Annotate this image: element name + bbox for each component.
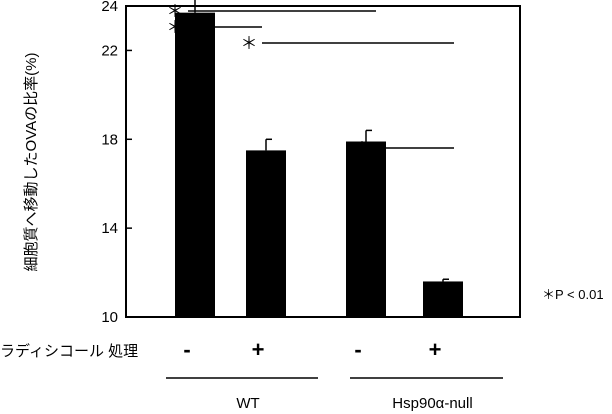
bar — [423, 281, 463, 317]
treatment-row-label: ラディシコール 処理 — [0, 342, 138, 360]
group-labels: WT Hsp90α-null — [166, 377, 503, 412]
significance-star: ＊ — [167, 2, 184, 21]
group-label: WT — [236, 395, 259, 412]
treatment-sign: + — [252, 337, 265, 362]
bar — [246, 150, 286, 317]
y-tick-label: 22 — [101, 42, 118, 59]
y-axis-label: 細胞質へ移動したOVAの比率(%) — [22, 53, 40, 272]
p-value-note: ＊P < 0.01 — [542, 287, 604, 302]
y-tick-label: 24 — [101, 0, 118, 15]
significance-markers: ＊＊＊＊ — [167, 2, 454, 158]
bars — [175, 0, 463, 318]
treatment-sign: + — [429, 337, 442, 362]
plot-area-frame — [125, 5, 521, 318]
y-axis-ticks: 10 14 18 22 24 — [101, 0, 132, 326]
y-tick-label: 10 — [101, 309, 118, 326]
significance-star: ＊ — [241, 34, 258, 53]
y-tick-label: 14 — [101, 220, 118, 237]
significance-star: ＊ — [354, 139, 371, 158]
significance-star: ＊ — [167, 18, 184, 37]
bar — [346, 141, 386, 317]
treatment-sign: - — [183, 337, 190, 362]
y-tick-label: 18 — [101, 131, 118, 148]
bar — [175, 12, 215, 318]
treatment-sign: - — [354, 337, 361, 362]
group-label: Hsp90α-null — [392, 395, 472, 412]
treatment-signs: - + - + — [183, 337, 441, 362]
